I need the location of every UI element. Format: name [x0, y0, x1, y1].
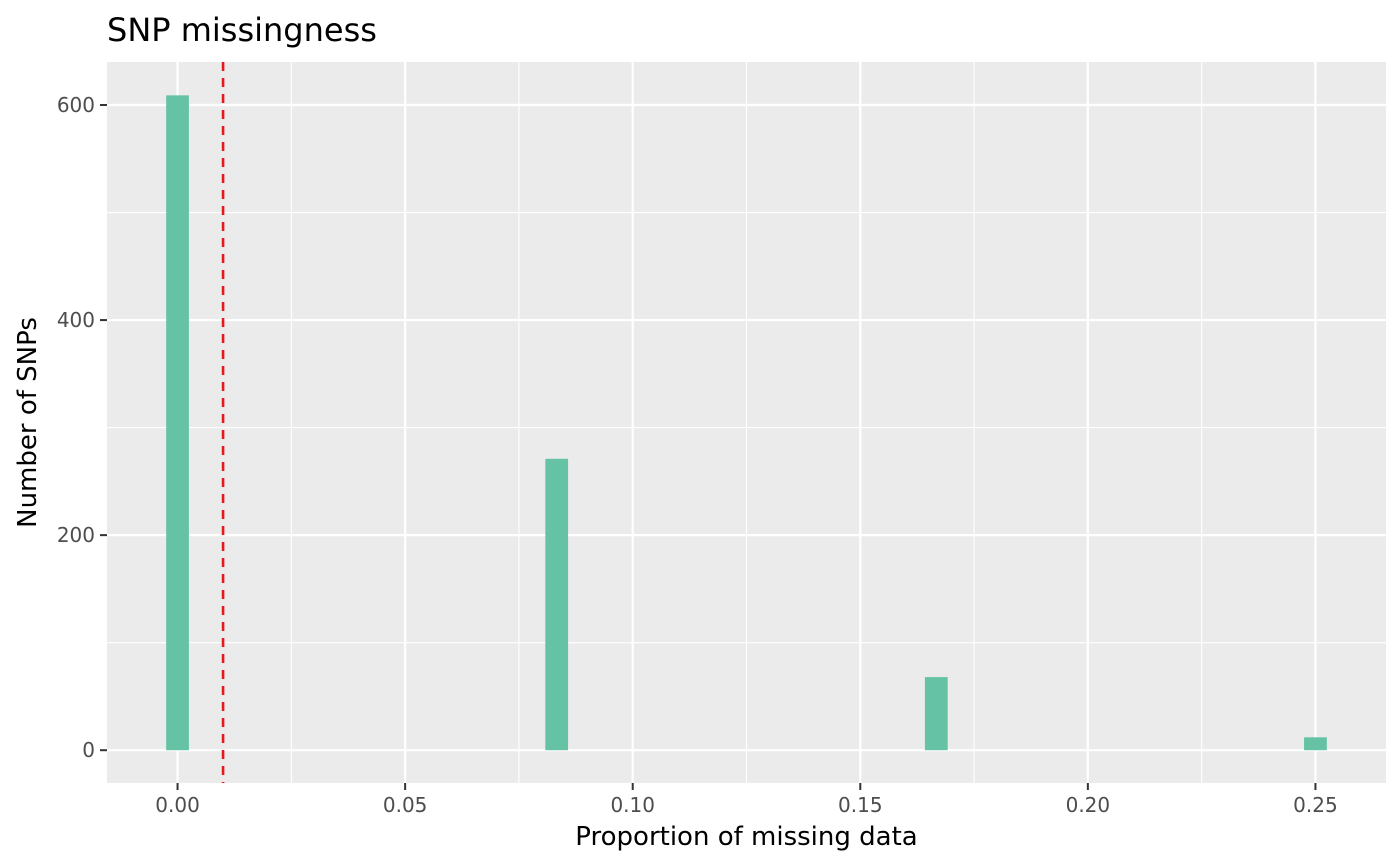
bar [1304, 737, 1327, 751]
x-axis-title: Proportion of missing data [575, 822, 917, 852]
bar [545, 458, 569, 751]
x-axis: 0.00 0.05 0.10 0.15 0.20 0.25 [155, 783, 1338, 817]
y-axis-title: Number of SNPs [13, 317, 43, 528]
y-tick-label: 200 [57, 523, 95, 547]
x-tick-label: 0.05 [383, 793, 428, 817]
bars [166, 95, 1327, 751]
grid-minor [107, 62, 1386, 783]
x-tick-label: 0.20 [1066, 793, 1111, 817]
x-tick-label: 0.15 [838, 793, 883, 817]
y-tick-label: 0 [82, 738, 95, 762]
chart-title: SNP missingness [107, 11, 377, 49]
y-axis: 0 200 400 600 [57, 93, 107, 762]
y-tick-label: 400 [57, 308, 95, 332]
bar [166, 95, 189, 751]
y-tick-label: 600 [57, 93, 95, 117]
x-tick-label: 0.10 [610, 793, 655, 817]
x-tick-label: 0.25 [1293, 793, 1338, 817]
x-tick-label: 0.00 [155, 793, 200, 817]
bar [924, 677, 948, 751]
